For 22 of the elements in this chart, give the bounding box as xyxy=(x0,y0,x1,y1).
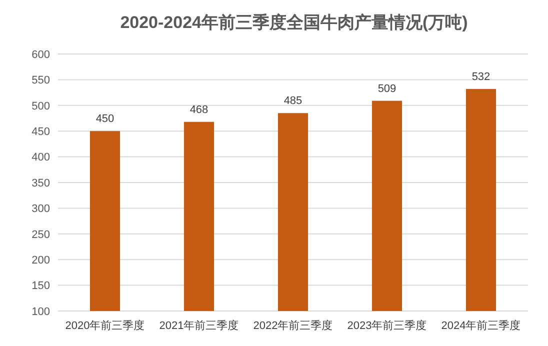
y-tick-label: 350 xyxy=(32,177,50,190)
data-label: 509 xyxy=(378,82,396,95)
y-tick-label: 250 xyxy=(32,228,50,241)
y-tick-label: 100 xyxy=(32,306,50,318)
x-tick-label: 2020年前三季度 xyxy=(65,319,145,332)
y-tick-label: 400 xyxy=(32,152,50,164)
y-tick-label: 300 xyxy=(32,203,50,216)
data-label: 485 xyxy=(284,95,302,108)
y-tick-label: 150 xyxy=(32,280,50,292)
data-label: 468 xyxy=(190,104,208,116)
y-tick-label: 200 xyxy=(32,254,50,266)
data-label: 532 xyxy=(472,70,490,83)
y-tick-label: 600 xyxy=(32,48,50,61)
y-tick-label: 450 xyxy=(32,126,50,138)
y-tick-label: 550 xyxy=(32,74,50,87)
x-tick-label: 2023年前三季度 xyxy=(347,319,427,332)
x-tick-label: 2024年前三季度 xyxy=(441,319,521,332)
y-tick-label: 500 xyxy=(32,100,50,112)
x-tick-label: 2021年前三季度 xyxy=(159,319,239,332)
data-label: 450 xyxy=(96,113,114,126)
chart-title: 2020-2024年前三季度全国牛肉产量情况(万吨) xyxy=(120,13,468,32)
x-tick-label: 2022年前三季度 xyxy=(253,319,333,332)
